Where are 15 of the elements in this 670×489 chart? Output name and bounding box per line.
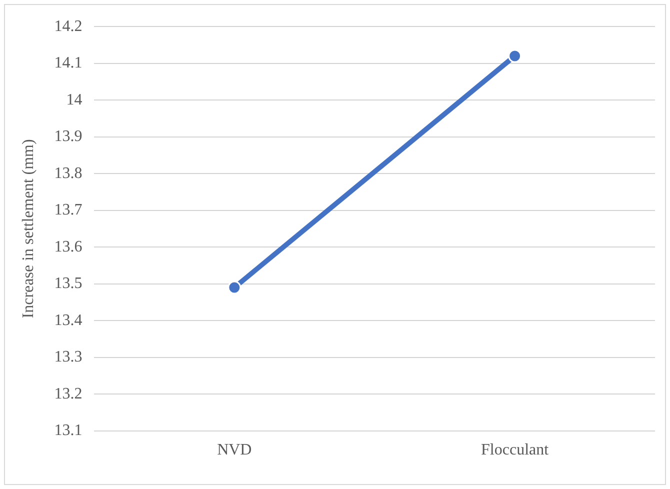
y-tick-label: 13.9 <box>54 128 82 146</box>
y-tick-label: 13.8 <box>54 164 82 182</box>
y-tick-label: 13.4 <box>54 312 82 329</box>
y-tick-label: 13.2 <box>54 385 82 402</box>
y-tick-label: 13.6 <box>54 238 82 256</box>
y-tick-label: 13.1 <box>54 422 82 440</box>
y-axis-title: Increase in settlement (mm) <box>20 139 37 318</box>
y-tick-label: 13.7 <box>54 202 82 219</box>
y-tick-label: 14 <box>66 91 82 108</box>
y-tick-label: 14.2 <box>54 18 82 35</box>
x-tick-label: Flocculant <box>481 442 550 459</box>
y-tick-label: 13.3 <box>54 348 82 366</box>
x-tick-label: NVD <box>217 442 252 459</box>
y-tick-label: 14.1 <box>54 54 82 72</box>
y-tick-label: 13.5 <box>54 275 82 292</box>
